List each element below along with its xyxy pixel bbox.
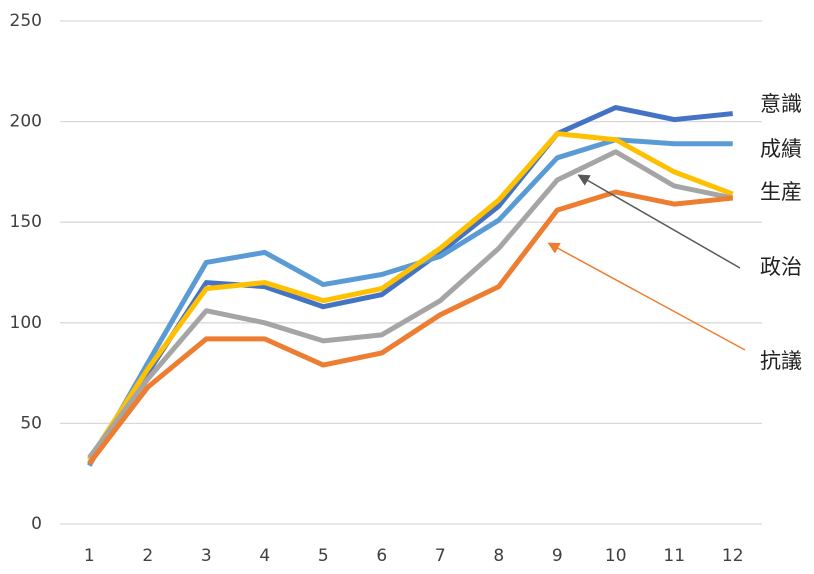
arrow [577, 174, 741, 269]
series-line [87, 105, 734, 465]
y-tick-label: 100 [10, 313, 42, 333]
x-tick-label: 7 [435, 546, 446, 566]
series-label: 政治 [760, 255, 802, 279]
x-tick-label: 3 [201, 546, 212, 566]
x-tick-label: 2 [142, 546, 153, 566]
x-tick-label: 12 [722, 546, 744, 566]
x-tick-label: 5 [318, 546, 329, 566]
y-tick-label: 0 [31, 514, 42, 534]
x-tick-label: 11 [663, 546, 685, 566]
series-line [87, 137, 733, 467]
series-label: 意識 [760, 92, 802, 116]
series-line [87, 131, 734, 461]
y-tick-label: 200 [10, 112, 42, 132]
x-tick-label: 10 [605, 546, 627, 566]
series-line [87, 189, 734, 466]
series-label: 生産 [760, 180, 802, 204]
y-tick-label: 250 [10, 11, 42, 31]
x-tick-label: 4 [259, 546, 270, 566]
x-tick-label: 8 [493, 546, 504, 566]
x-tick-label: 9 [552, 546, 563, 566]
x-tick-label: 6 [376, 546, 387, 566]
arrow [547, 242, 746, 351]
y-tick-label: 50 [20, 413, 42, 433]
series-label: 成績 [760, 137, 802, 161]
x-tick-label: 1 [84, 546, 95, 566]
series-line [87, 149, 734, 460]
y-tick-label: 150 [10, 212, 42, 232]
series-label: 抗議 [760, 349, 802, 373]
